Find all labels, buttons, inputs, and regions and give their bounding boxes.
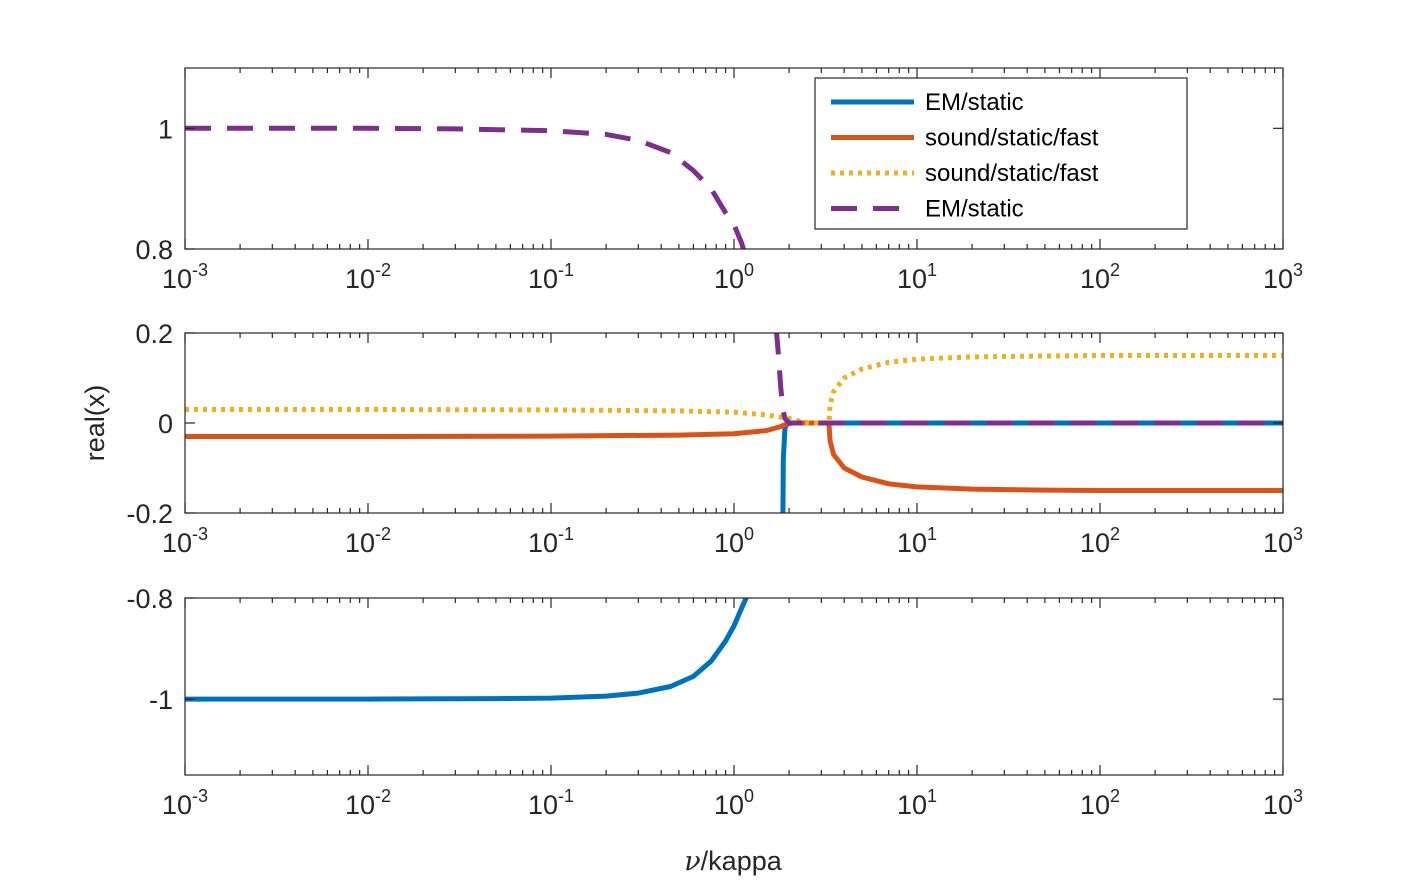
y-tick-label: 0.8 <box>135 235 173 265</box>
series-line-0 <box>185 598 749 702</box>
series-line-0 <box>780 420 1283 513</box>
y-tick-label: 0.2 <box>135 319 173 349</box>
series-line-3 <box>185 125 746 249</box>
legend-label: EM/static <box>925 196 1024 223</box>
x-tick-label: 103 <box>1263 524 1303 558</box>
y-tick-label: -0.8 <box>126 584 173 614</box>
panel-1: 10-3 10-2 10-1 100 101 102 103 0.8 1 <box>135 67 1303 294</box>
x-tick-label: 102 <box>1080 786 1120 820</box>
legend-label: sound/static/fast <box>925 160 1099 187</box>
x-tick-label: 102 <box>1080 260 1120 294</box>
y-axis-label: real(x) <box>80 385 110 462</box>
x-tick-label: 10-3 <box>162 524 208 558</box>
x-tick-label: 10-1 <box>528 786 574 820</box>
x-tick-label: 100 <box>714 524 754 558</box>
series-line-2 <box>185 353 1283 426</box>
x-axis-label-text: /kappa <box>701 846 783 876</box>
legend: EM/static sound/static/fast sound/static/f… <box>814 77 1188 230</box>
y-tick-label: -0.2 <box>126 499 173 529</box>
y-tick-label: 1 <box>158 114 173 144</box>
x-tick-label: 10-3 <box>162 786 208 820</box>
x-tick-label: 10-1 <box>528 524 574 558</box>
x-tick-label: 10-2 <box>345 260 391 294</box>
x-axis-label: ν/kappa <box>684 846 782 877</box>
x-tick-label: 100 <box>714 786 754 820</box>
series-line-1 <box>185 420 1283 493</box>
legend-label: EM/static <box>925 89 1024 116</box>
x-tick-label: 100 <box>714 260 754 294</box>
x-tick-label: 102 <box>1080 524 1120 558</box>
panel-2: 10-3 10-2 10-1 100 101 102 103 -0.2 0 0.2 <box>126 319 1303 558</box>
series-line-3 <box>774 333 1283 426</box>
x-tick-label: 10-2 <box>345 786 391 820</box>
x-tick-label: 10-2 <box>345 524 391 558</box>
x-tick-label: 10-1 <box>528 260 574 294</box>
y-tick-label: -1 <box>149 685 173 715</box>
legend-label: sound/static/fast <box>925 125 1099 152</box>
panels-layer: 10-3 10-2 10-1 100 101 102 103 0.8 1 10-3 10-2 10-1… <box>126 67 1303 820</box>
panel-3: 10-3 10-2 10-1 100 101 102 103 -1 -0.8 <box>126 584 1303 820</box>
x-tick-label: 101 <box>897 260 937 294</box>
x-tick-label: 101 <box>897 786 937 820</box>
x-axis-label-symbol: ν <box>684 846 700 877</box>
x-tick-label: 103 <box>1263 786 1303 820</box>
y-tick-label: 0 <box>158 409 173 439</box>
x-tick-label: 103 <box>1263 260 1303 294</box>
x-tick-label: 10-3 <box>162 260 208 294</box>
x-tick-label: 101 <box>897 524 937 558</box>
